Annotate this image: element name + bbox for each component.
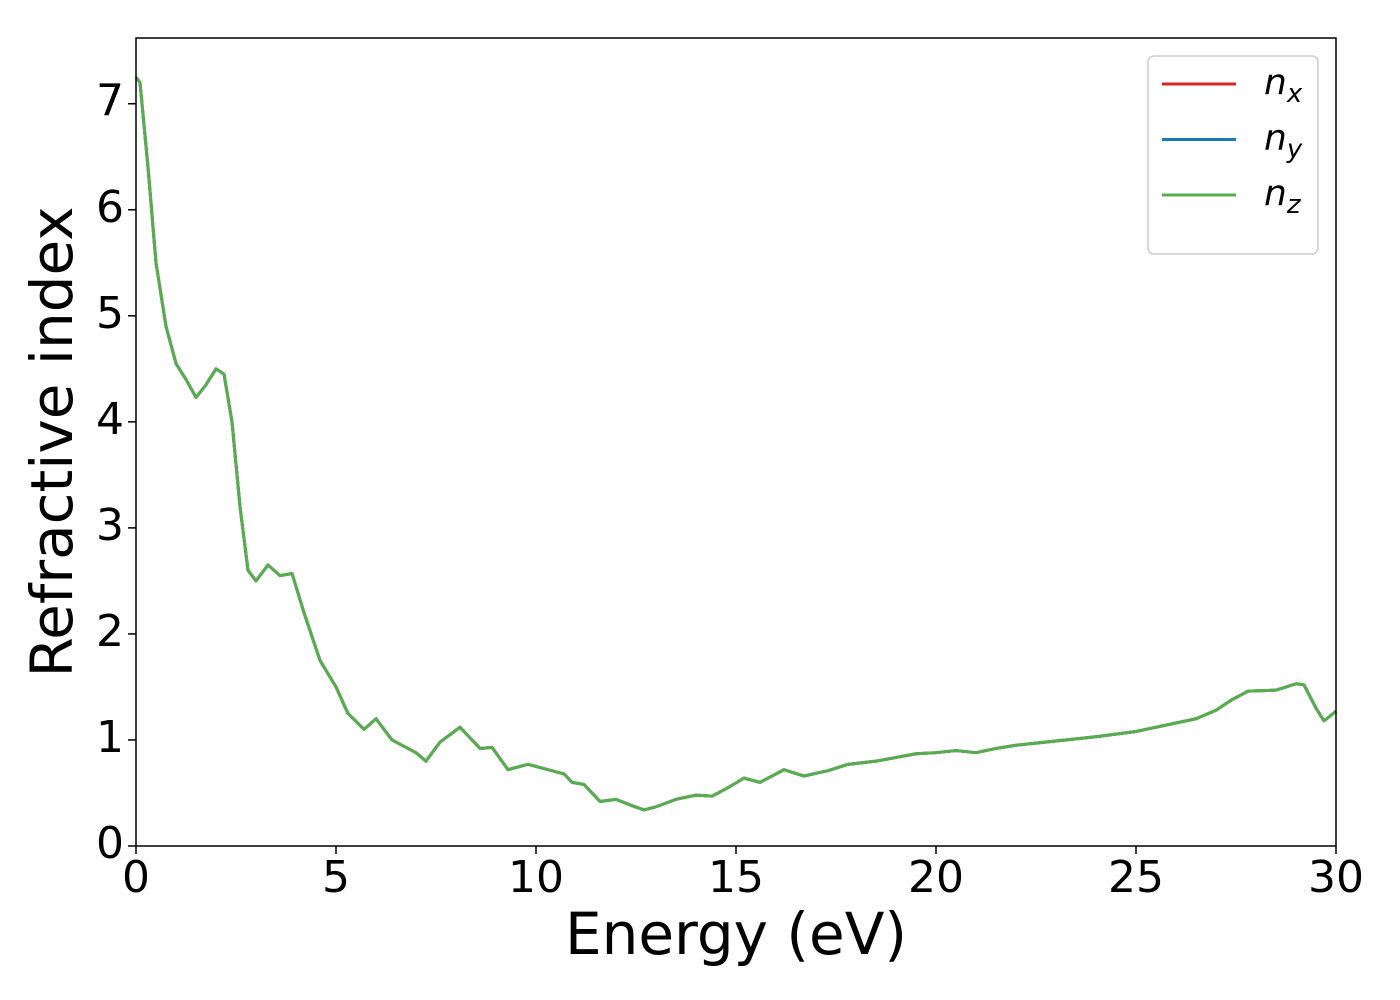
y-tick-label: 2 (96, 606, 124, 657)
y-tick-label: 0 (96, 818, 124, 869)
x-tick-label: 5 (322, 852, 350, 903)
x-tick-label: 0 (122, 852, 150, 903)
legend-box (1147, 55, 1319, 255)
x-axis-label: Energy (eV) (565, 900, 907, 968)
x-tick-label: 15 (708, 852, 764, 903)
plot-frame (135, 37, 1337, 847)
x-tick-label: 10 (508, 852, 564, 903)
y-tick-label: 1 (96, 712, 124, 763)
y-tick-label: 3 (96, 500, 124, 551)
legend-label: ny (1264, 118, 1303, 165)
x-tick-label: 20 (908, 852, 964, 903)
series-line (134, 76, 1337, 812)
y-tick-label: 5 (96, 288, 124, 339)
y-axis-label: Refractive index (18, 206, 86, 677)
x-tick-label: 30 (1308, 852, 1364, 903)
y-tick-label: 7 (96, 76, 124, 127)
y-tick-label: 4 (96, 394, 124, 445)
legend-label: nz (1264, 173, 1302, 220)
y-tick-label: 6 (96, 182, 124, 233)
x-tick-label: 25 (1108, 852, 1164, 903)
legend-label: nx (1264, 62, 1303, 109)
